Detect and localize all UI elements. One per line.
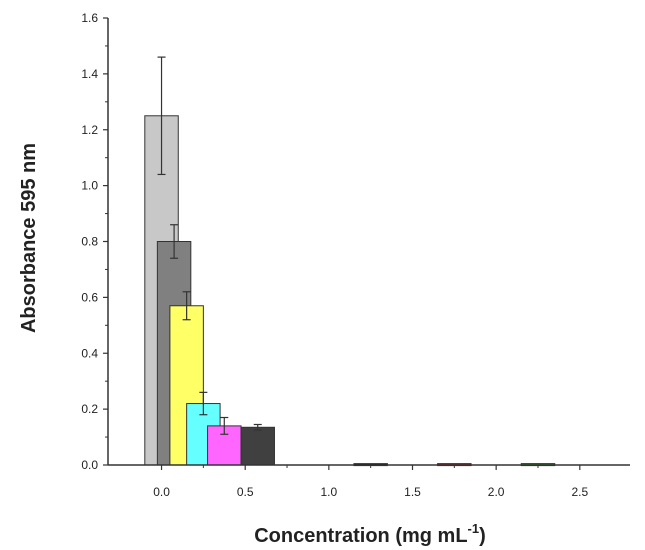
bar-5: [240, 426, 275, 466]
y-tick-label-4: 0.8: [81, 235, 98, 249]
x-axis-title-main: Concentration (mg mL: [254, 525, 467, 547]
x-axis-title: Concentration (mg mL-1): [254, 521, 486, 547]
y-tick-label-1: 0.2: [81, 402, 98, 416]
x-tick-label-0: 0.0: [153, 485, 170, 499]
x-tick-label-4: 2.0: [488, 485, 505, 499]
x-tick-label-1: 0.5: [237, 485, 254, 499]
x-tick-label-3: 1.5: [404, 485, 421, 499]
bars-layer: [144, 56, 556, 467]
ticks-layer: 0.0 0.2 0.4 0.6 0.8 1.0 1.2 1.4 1.6 0.0 0.5 1.0 1.5 2…: [81, 11, 588, 499]
x-axis-title-superscript: -1: [468, 521, 480, 536]
x-tick-label-2: 1.0: [321, 485, 338, 499]
x-tick-label-5: 2.5: [571, 485, 588, 499]
y-tick-label-6: 1.2: [81, 123, 98, 137]
y-tick-label-8: 1.6: [81, 11, 98, 25]
y-axis-title: Absorbance 595 nm: [18, 143, 40, 333]
y-tick-label-7: 1.4: [81, 67, 98, 81]
x-axis-title-close: ): [479, 525, 486, 547]
y-tick-label-5: 1.0: [81, 179, 98, 193]
y-tick-label-3: 0.6: [81, 290, 98, 304]
y-tick-label-2: 0.4: [81, 346, 98, 360]
y-tick-label-0: 0.0: [81, 458, 98, 472]
